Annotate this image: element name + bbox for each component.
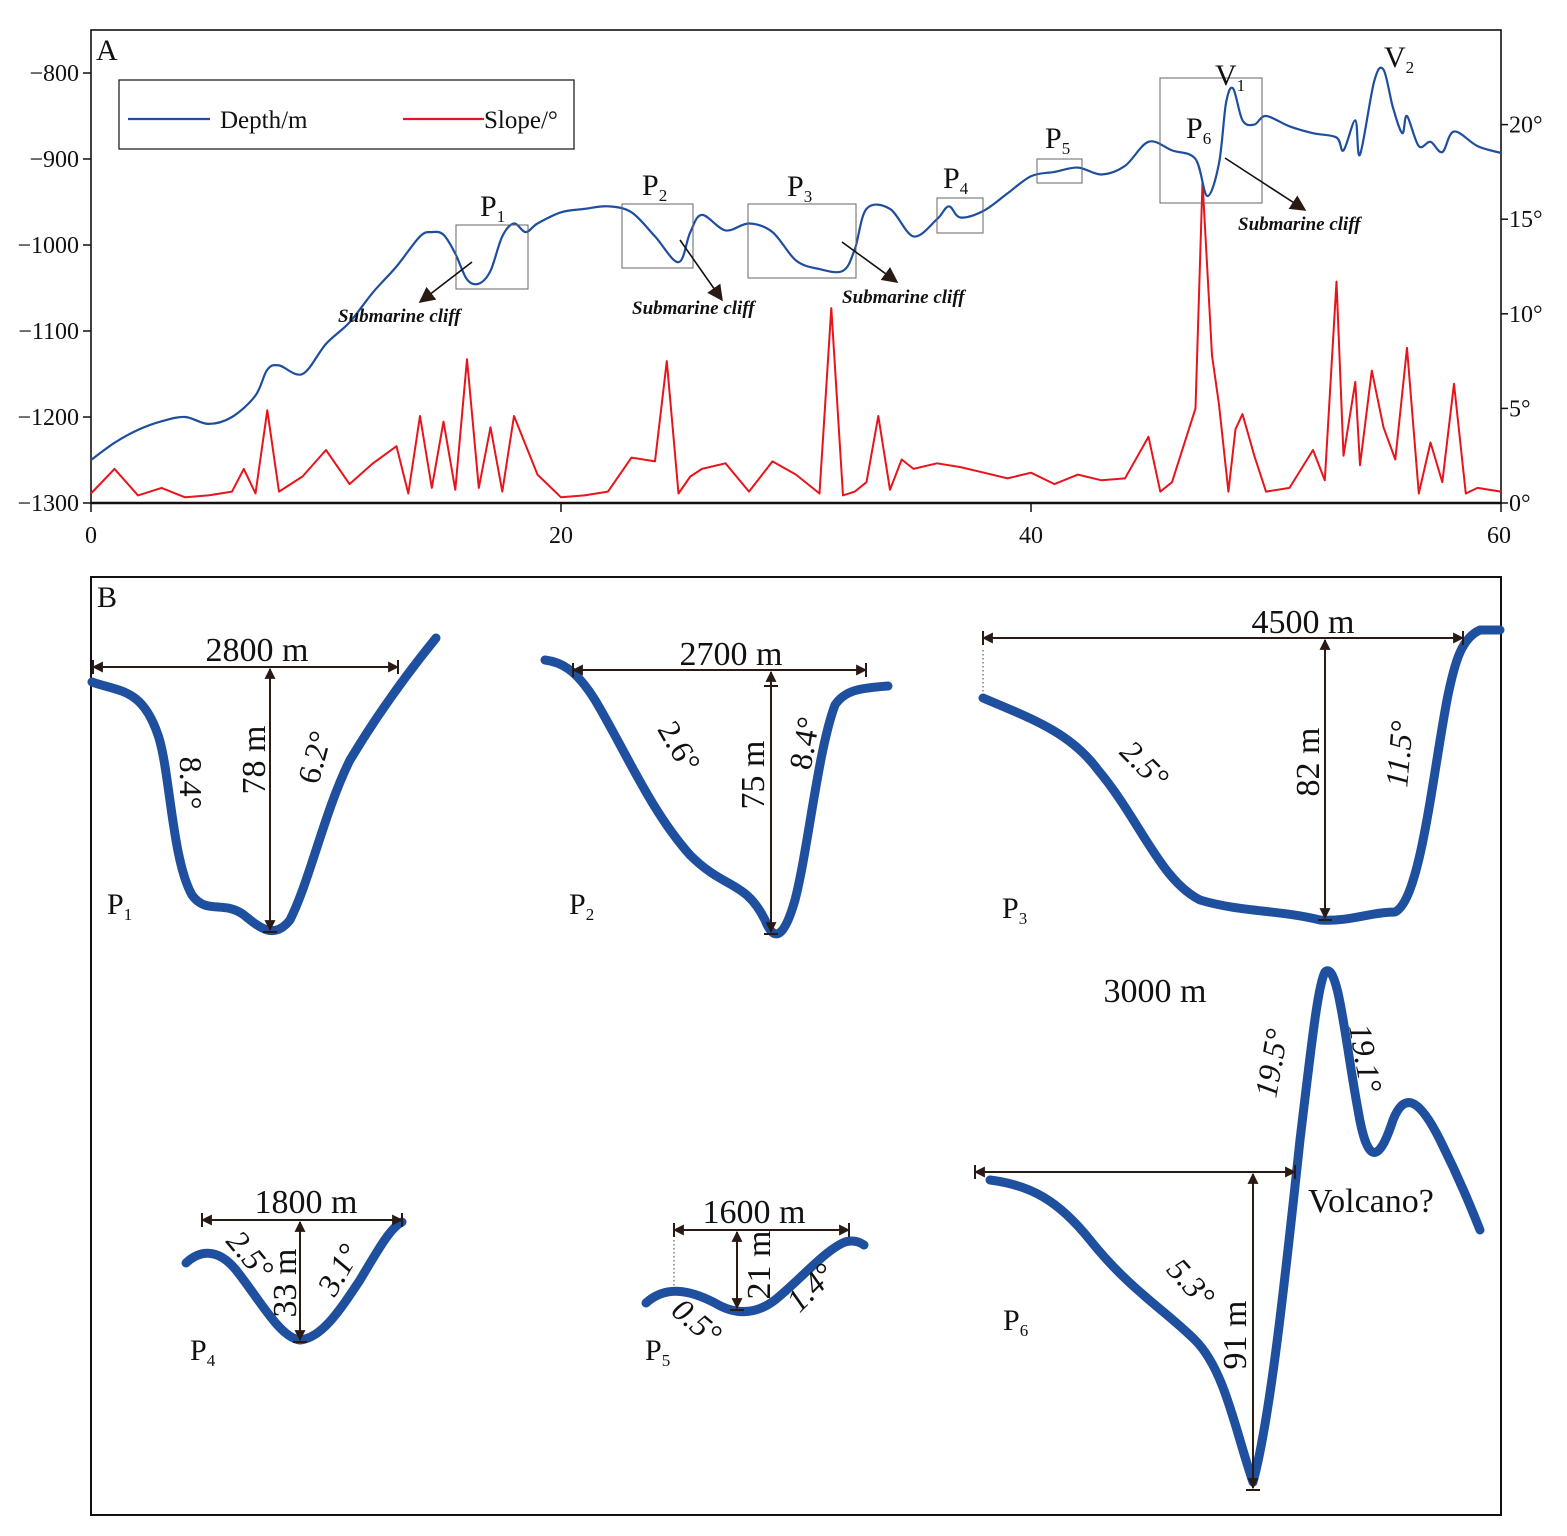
legend-slope-label: Slope/° [484, 107, 558, 134]
profile-p1 [87, 633, 441, 935]
legend-depth-label: Depth/m [220, 107, 308, 134]
x-tick-label: 40 [1019, 523, 1043, 549]
panel-b: B [87, 576, 1505, 1516]
label-v2: V2 [1384, 41, 1414, 77]
angle-p3-right: 11.5° [1378, 719, 1420, 789]
left-tick-label: −1000 [17, 233, 79, 259]
volcano-note: Volcano? [1308, 1183, 1434, 1220]
name-p2: P2 [569, 888, 594, 924]
cliff-arrow-2 [679, 239, 723, 302]
depth-label-p6: 91 m [1217, 1301, 1254, 1370]
angle-p4-right: 3.1° [309, 1237, 367, 1302]
feature-labels: P1 P2 P3 P4 P5 P6 V1 V2 [480, 41, 1414, 226]
label-v1: V1 [1215, 59, 1245, 95]
label-p3: P3 [787, 170, 812, 206]
box-p6 [1159, 77, 1263, 204]
panel-a-letter: A [96, 34, 118, 67]
left-tick-label: −1100 [18, 319, 79, 345]
angle-p6-right: 19.5° [1247, 1026, 1294, 1100]
label-p2: P2 [642, 169, 667, 205]
cliff-label-2: Submarine cliff [632, 298, 756, 319]
bottom-axis: 0 20 40 60 [85, 503, 1511, 549]
cliff-arrow-4 [1224, 157, 1307, 211]
angle-p1-right: 6.2° [290, 727, 338, 787]
cliff-label-4: Submarine cliff [1238, 214, 1362, 235]
feature-boxes [455, 77, 1263, 290]
right-tick-label: 5° [1509, 396, 1531, 422]
legend-box [118, 79, 575, 150]
cliff-arrow-1 [418, 261, 473, 303]
panel-b-letter: B [97, 581, 117, 614]
panel-b-frame [90, 576, 1502, 1516]
angle-p5-right: 1.4° [779, 1256, 842, 1319]
width-label-p1: 2800 m [206, 632, 309, 669]
left-tick-label: −900 [29, 147, 79, 173]
depth-label-p1: 78 m [236, 726, 273, 795]
box-p3 [747, 203, 857, 279]
left-axis: −800 −900 −1000 −1100 −1200 −1300 [17, 61, 91, 517]
angle-p3-left: 2.5° [1113, 733, 1176, 796]
name-p5: P5 [645, 1334, 670, 1370]
left-tick-label: −1200 [17, 405, 79, 431]
right-tick-label: 15° [1509, 207, 1543, 233]
angle-p2-left: 2.6° [651, 715, 709, 779]
box-p4 [936, 197, 984, 234]
angle-p6-left: 5.3° [1160, 1251, 1222, 1314]
box-p2 [621, 203, 694, 269]
angle-p1-left: 8.4° [173, 757, 209, 810]
x-tick-label: 0 [85, 523, 97, 549]
width-label-p5: 1600 m [703, 1194, 806, 1231]
profile-p5 [641, 1236, 869, 1317]
depth-label-p4: 33 m [267, 1249, 304, 1318]
width-label-p3: 4500 m [1252, 604, 1355, 641]
name-p4: P4 [190, 1334, 216, 1370]
name-p6: P6 [1003, 1304, 1028, 1340]
cliff-label-1: Submarine cliff [338, 306, 462, 327]
right-tick-label: 10° [1509, 302, 1543, 328]
depth-series-line [90, 66, 1502, 461]
x-tick-label: 60 [1487, 523, 1511, 549]
legend: Depth/m Slope/° [118, 79, 575, 150]
slope-series-line [90, 180, 1502, 499]
left-tick-label: −1300 [17, 491, 79, 517]
profile-p6 [985, 966, 1485, 1487]
angle-p5-left: 0.5° [665, 1291, 729, 1353]
depth-arrows [263, 638, 1332, 1491]
depth-label-p5: 21 m [741, 1231, 778, 1300]
label-p4: P4 [943, 162, 969, 198]
width-label-p6: 3000 m [1104, 973, 1207, 1010]
box-p5 [1036, 158, 1083, 184]
right-tick-label: 0° [1509, 491, 1531, 517]
label-p5: P5 [1045, 122, 1070, 158]
label-p6: P6 [1186, 112, 1211, 148]
right-axis: 0° 5° 10° 15° 20° [1501, 113, 1543, 517]
label-p1: P1 [480, 190, 505, 226]
name-p1: P1 [107, 888, 132, 924]
width-label-p2: 2700 m [680, 636, 783, 673]
profile-curves [87, 625, 1505, 1487]
right-tick-label: 20° [1509, 113, 1543, 139]
series-group [90, 66, 1502, 505]
profile-p3 [978, 625, 1505, 925]
cliff-callouts: Submarine cliff Submarine cliff Submarin… [338, 157, 1362, 327]
cliff-label-3: Submarine cliff [842, 287, 966, 308]
width-arrows [91, 631, 1465, 1237]
panel-a: A −800 −900 −1000 −1100 −1200 −1300 0° 5° 10° 15… [17, 29, 1543, 549]
name-p3: P3 [1002, 892, 1027, 928]
depth-label-p2: 75 m [735, 741, 772, 810]
left-tick-label: −800 [29, 61, 79, 87]
width-label-p4: 1800 m [255, 1184, 358, 1221]
x-tick-label: 20 [549, 523, 573, 549]
profile-p2 [540, 655, 893, 939]
depth-label-p3: 82 m [1290, 728, 1327, 797]
cliff-arrow-3 [841, 241, 899, 283]
box-p1 [455, 224, 529, 290]
